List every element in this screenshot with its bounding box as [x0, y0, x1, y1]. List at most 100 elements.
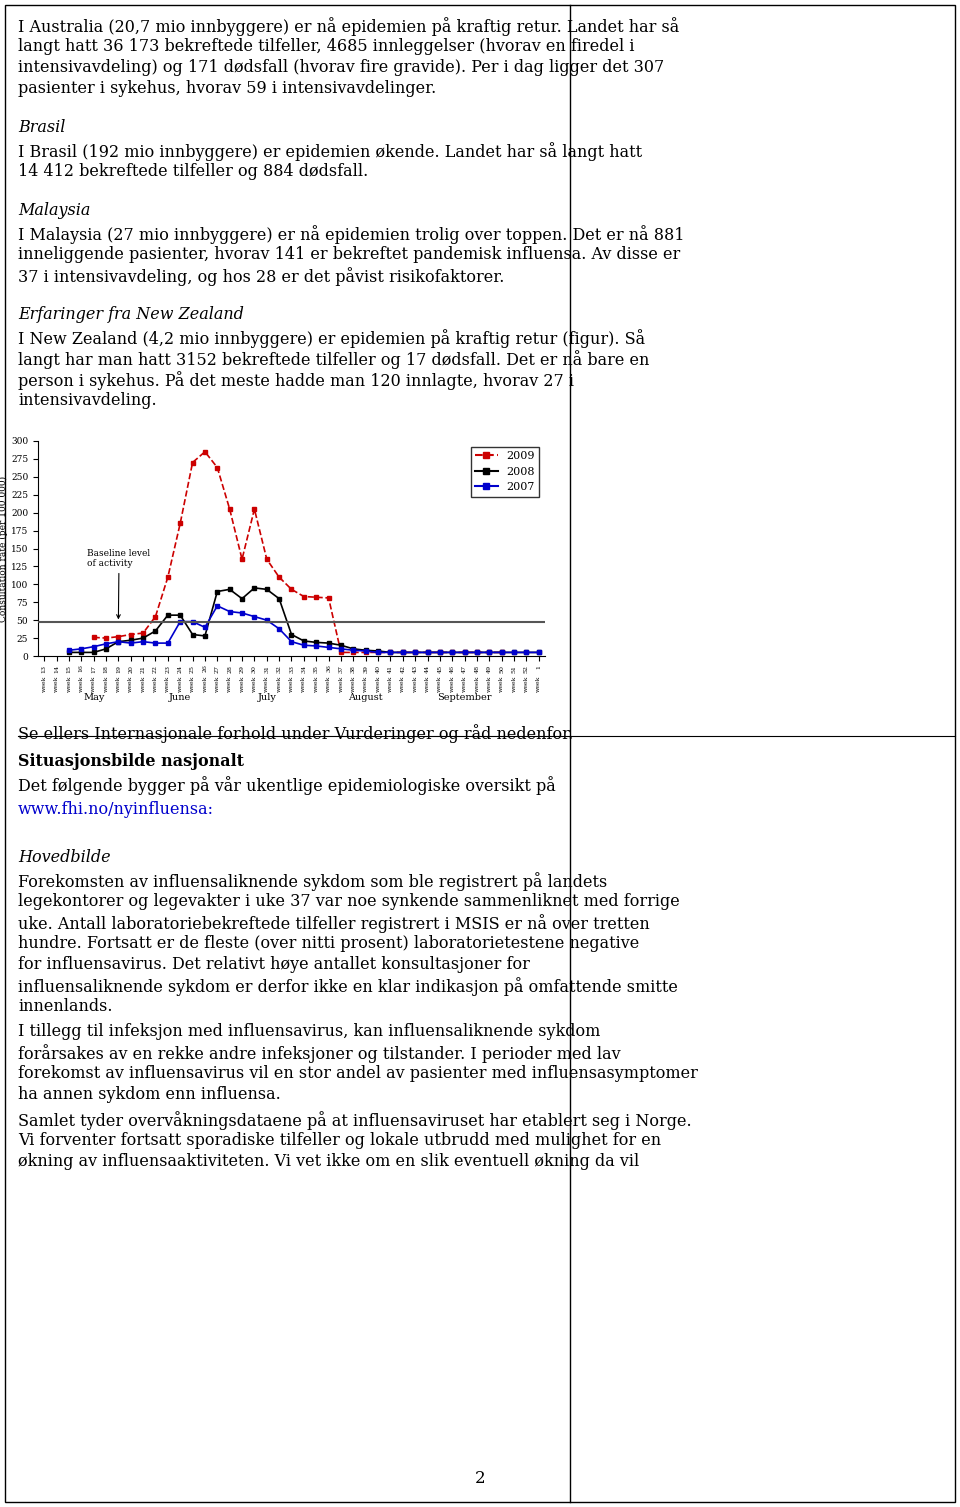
Text: week: week	[79, 677, 84, 692]
Text: 13: 13	[41, 665, 47, 672]
Text: week: week	[350, 677, 356, 692]
Text: week: week	[264, 677, 269, 692]
Text: week: week	[537, 677, 541, 692]
Text: 44: 44	[425, 665, 430, 672]
Text: 47: 47	[462, 665, 468, 672]
Text: 38: 38	[350, 665, 356, 672]
Text: week: week	[487, 677, 492, 692]
Text: Erfaringer fra New Zealand: Erfaringer fra New Zealand	[18, 306, 244, 322]
Text: innenlands.: innenlands.	[18, 998, 112, 1016]
Text: 20: 20	[129, 665, 133, 672]
Text: pasienter i sykehus, hvorav 59 i intensivavdelinger.: pasienter i sykehus, hvorav 59 i intensi…	[18, 80, 436, 96]
Text: legekontorer og legevakter i uke 37 var noe synkende sammenliknet med forrige: legekontorer og legevakter i uke 37 var …	[18, 894, 680, 910]
Text: 2: 2	[474, 1469, 486, 1487]
Text: week: week	[314, 677, 319, 692]
Text: week: week	[339, 677, 344, 692]
Text: week: week	[289, 677, 294, 692]
Text: Se ellers Internasjonale forhold under Vurderinger og råd nedenfor.: Se ellers Internasjonale forhold under V…	[18, 723, 573, 743]
Text: I Malaysia (27 mio innbyggere) er nå epidemien trolig over toppen. Det er nå 881: I Malaysia (27 mio innbyggere) er nå epi…	[18, 225, 684, 244]
Text: Baseline level
of activity: Baseline level of activity	[87, 549, 151, 618]
Text: week: week	[326, 677, 331, 692]
Text: forårsakes av en rekke andre infeksjoner og tilstander. I perioder med lav: forårsakes av en rekke andre infeksjoner…	[18, 1044, 620, 1062]
Text: week: week	[165, 677, 170, 692]
Text: week: week	[400, 677, 405, 692]
Text: langt hatt 36 173 bekreftede tilfeller, 4685 innleggelser (hvorav en firedel i: langt hatt 36 173 bekreftede tilfeller, …	[18, 38, 635, 54]
Text: week: week	[190, 677, 195, 692]
Text: 40: 40	[375, 665, 380, 672]
Text: 23: 23	[165, 665, 170, 672]
Text: Malaysia: Malaysia	[18, 202, 90, 219]
Text: 18: 18	[104, 665, 108, 672]
Text: week: week	[240, 677, 245, 692]
Text: 25: 25	[190, 665, 195, 672]
Text: 29: 29	[240, 665, 245, 672]
Text: www.fhi.no/nyinfluensa:: www.fhi.no/nyinfluensa:	[18, 802, 214, 818]
Text: 24: 24	[178, 665, 182, 672]
Text: week: week	[449, 677, 455, 692]
Text: 1: 1	[537, 665, 541, 669]
Text: 39: 39	[363, 665, 369, 672]
Text: week: week	[363, 677, 369, 692]
Text: 52: 52	[524, 665, 529, 672]
Text: week: week	[388, 677, 393, 692]
Text: week: week	[375, 677, 380, 692]
Text: ha annen sykdom enn influensa.: ha annen sykdom enn influensa.	[18, 1087, 280, 1103]
Text: 50: 50	[499, 665, 504, 672]
Text: week: week	[474, 677, 479, 692]
Text: Vi forventer fortsatt sporadiske tilfeller og lokale utbrudd med mulighet for en: Vi forventer fortsatt sporadiske tilfell…	[18, 1132, 661, 1148]
Text: week: week	[41, 677, 47, 692]
Text: week: week	[228, 677, 232, 692]
Text: July: July	[257, 693, 276, 702]
Text: inneliggende pasienter, hvorav 141 er bekreftet pandemisk influensa. Av disse er: inneliggende pasienter, hvorav 141 er be…	[18, 246, 681, 264]
Text: 46: 46	[449, 665, 455, 672]
Text: 42: 42	[400, 665, 405, 672]
Text: week: week	[438, 677, 443, 692]
Text: week: week	[140, 677, 146, 692]
Text: week: week	[413, 677, 418, 692]
Legend: 2009, 2008, 2007: 2009, 2008, 2007	[471, 446, 540, 496]
Text: week: week	[203, 677, 207, 692]
Text: 15: 15	[66, 665, 71, 672]
Text: intensivavdeling.: intensivavdeling.	[18, 392, 156, 408]
Text: 49: 49	[487, 665, 492, 672]
Text: week: week	[462, 677, 468, 692]
Text: 28: 28	[228, 665, 232, 672]
Text: 43: 43	[413, 665, 418, 672]
Text: uke. Antall laboratoriebekreftede tilfeller registrert i MSIS er nå over tretten: uke. Antall laboratoriebekreftede tilfel…	[18, 915, 650, 933]
Text: 33: 33	[289, 665, 294, 672]
Text: 19: 19	[116, 665, 121, 672]
Text: I tillegg til infeksjon med influensavirus, kan influensaliknende sykdom: I tillegg til infeksjon med influensavir…	[18, 1023, 600, 1040]
Text: week: week	[215, 677, 220, 692]
Text: week: week	[129, 677, 133, 692]
Text: week: week	[66, 677, 71, 692]
Text: week: week	[178, 677, 182, 692]
Text: forekomst av influensavirus vil en stor andel av pasienter med influensasymptome: forekomst av influensavirus vil en stor …	[18, 1065, 698, 1082]
Text: 48: 48	[474, 665, 479, 672]
Text: week: week	[104, 677, 108, 692]
Text: 26: 26	[203, 665, 207, 672]
Text: Brasil: Brasil	[18, 119, 65, 136]
Text: week: week	[153, 677, 158, 692]
Y-axis label: Consultation rate (per 100 000): Consultation rate (per 100 000)	[0, 475, 8, 621]
Text: week: week	[524, 677, 529, 692]
Text: I Brasil (192 mio innbyggere) er epidemien økende. Landet har så langt hatt: I Brasil (192 mio innbyggere) er epidemi…	[18, 142, 642, 161]
Text: week: week	[54, 677, 60, 692]
Text: 14 412 bekreftede tilfeller og 884 dødsfall.: 14 412 bekreftede tilfeller og 884 dødsf…	[18, 163, 369, 179]
Text: 35: 35	[314, 665, 319, 672]
Text: 51: 51	[512, 665, 516, 672]
Text: 31: 31	[264, 665, 269, 672]
Text: Hovedbilde: Hovedbilde	[18, 848, 110, 867]
Text: I Australia (20,7 mio innbyggere) er nå epidemien på kraftig retur. Landet har s: I Australia (20,7 mio innbyggere) er nå …	[18, 17, 680, 36]
Text: 30: 30	[252, 665, 257, 672]
Text: intensivavdeling) og 171 dødsfall (hvorav fire gravide). Per i dag ligger det 30: intensivavdeling) og 171 dødsfall (hvora…	[18, 59, 664, 75]
Text: Det følgende bygger på vår ukentlige epidemiologiske oversikt på: Det følgende bygger på vår ukentlige epi…	[18, 776, 556, 794]
Text: week: week	[91, 677, 96, 692]
Text: June: June	[169, 693, 191, 702]
Text: 14: 14	[54, 665, 60, 672]
Text: May: May	[83, 693, 105, 702]
Text: week: week	[425, 677, 430, 692]
Text: week: week	[499, 677, 504, 692]
Text: week: week	[512, 677, 516, 692]
Text: 17: 17	[91, 665, 96, 672]
Text: 41: 41	[388, 665, 393, 672]
